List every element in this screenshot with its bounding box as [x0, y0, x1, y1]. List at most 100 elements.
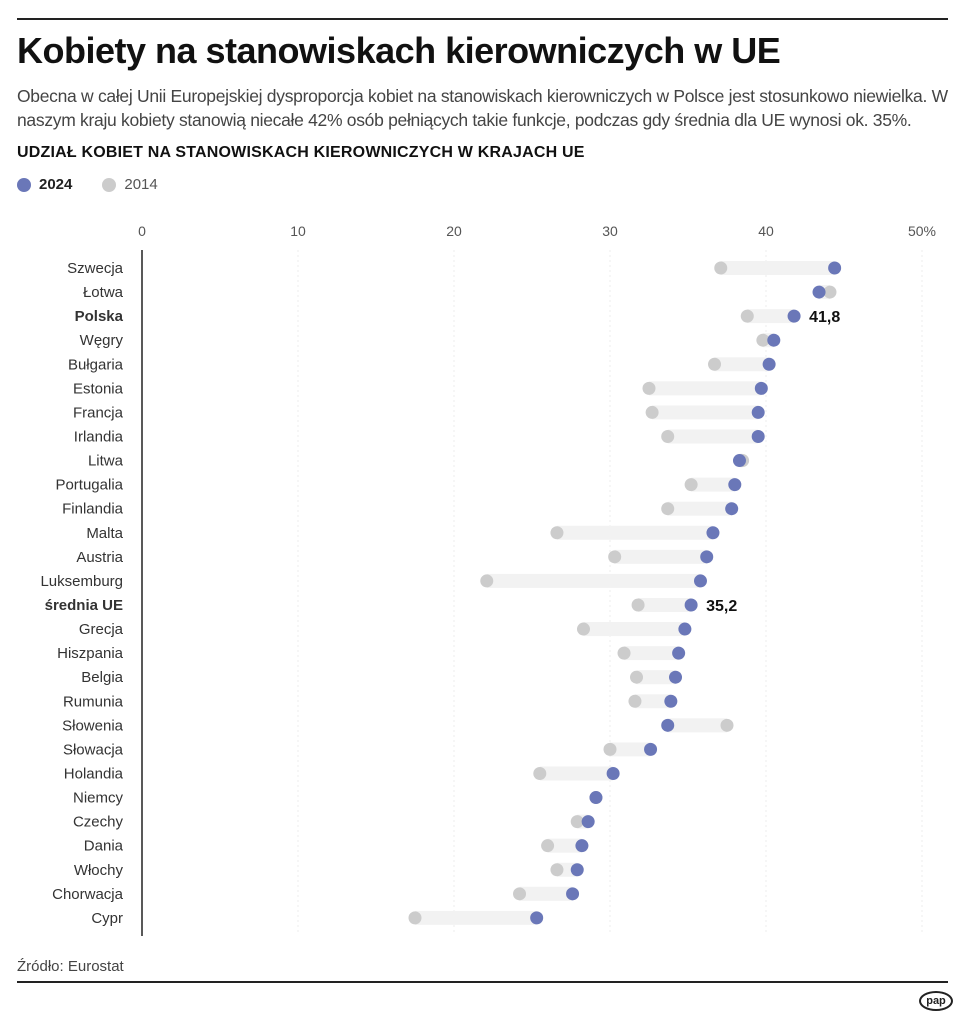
legend: 2024 2014 [17, 176, 158, 193]
range-bar [556, 525, 713, 540]
x-tick-label: 10 [290, 223, 306, 239]
range-bar [614, 549, 707, 564]
point-2024 [669, 670, 683, 684]
point-2014 [408, 911, 422, 925]
range-bar [691, 477, 735, 492]
point-2024 [606, 766, 620, 780]
category-label: Estonia [73, 380, 124, 397]
category-label: Łotwa [83, 284, 124, 301]
point-2024 [575, 839, 589, 853]
category-label: Włochy [74, 862, 124, 879]
point-2024 [581, 815, 595, 829]
point-2014 [480, 574, 494, 588]
point-2024 [728, 478, 742, 492]
point-2014 [533, 766, 547, 780]
category-label: Portugalia [55, 477, 123, 494]
point-2024 [678, 622, 692, 636]
point-2024 [812, 285, 826, 299]
x-tick-label: 20 [446, 223, 462, 239]
range-bar [638, 597, 692, 612]
dumbbell-chart: 0 10 20 30 40 50% Szwecja Łotwa Polska 41,8 Węgry B… [40, 223, 936, 936]
range-bar [415, 910, 537, 925]
point-2014 [513, 887, 527, 901]
point-2024 [570, 863, 584, 877]
category-label: Austria [76, 549, 123, 566]
point-2014 [714, 261, 728, 275]
range-bar [667, 718, 727, 733]
category-label: Słowenia [62, 717, 124, 734]
data-label: 41,8 [809, 309, 840, 326]
range-bar [667, 501, 732, 516]
page-title: Kobiety na stanowiskach kierowniczych w … [17, 30, 781, 71]
category-label: średnia UE [45, 597, 123, 614]
point-2014 [823, 285, 837, 299]
point-2014 [684, 478, 698, 492]
range-bar [539, 766, 614, 781]
point-2014 [550, 526, 564, 540]
point-2014 [740, 309, 754, 323]
point-2024 [566, 887, 580, 901]
point-2014 [628, 694, 642, 708]
legend-2014-marker [102, 177, 117, 192]
x-tick-label: 40 [758, 223, 774, 239]
point-2024 [672, 646, 686, 660]
range-bar [714, 357, 770, 372]
range-bar [747, 309, 795, 324]
range-bar [636, 670, 676, 685]
point-2024 [693, 574, 707, 588]
range-bar [634, 694, 671, 709]
data-label: 35,2 [706, 598, 737, 615]
point-2024 [754, 381, 768, 395]
point-2024 [762, 357, 776, 371]
range-bar [583, 622, 685, 637]
range-bar [720, 261, 835, 275]
category-label: Szwecja [67, 260, 124, 277]
category-label: Cypr [91, 910, 123, 927]
point-2014 [756, 333, 770, 347]
point-2014 [720, 718, 734, 732]
category-label: Polska [75, 308, 124, 325]
range-bar [652, 405, 759, 420]
point-2024 [787, 309, 801, 323]
point-2014 [570, 815, 584, 829]
point-2024 [684, 598, 698, 612]
category-label: Słowacja [63, 741, 124, 758]
point-2024 [751, 405, 765, 419]
point-2024 [589, 791, 603, 805]
point-2024 [706, 526, 720, 540]
top-rule [17, 18, 948, 20]
range-bar [519, 886, 573, 901]
category-label: Niemcy [73, 790, 124, 807]
point-2014 [541, 839, 555, 853]
range-bar [547, 838, 582, 853]
point-2024 [732, 454, 746, 468]
category-label: Holandia [64, 765, 124, 782]
point-2014 [708, 357, 722, 371]
x-tick-label: 50% [908, 223, 936, 239]
point-2024 [661, 718, 675, 732]
point-2014 [630, 670, 644, 684]
x-tick-label: 30 [602, 223, 618, 239]
point-2024 [828, 261, 842, 275]
range-bar [624, 646, 679, 661]
category-label: Luksemburg [40, 573, 123, 590]
category-label: Hiszpania [57, 645, 124, 662]
point-2014 [645, 405, 659, 419]
category-label: Malta [86, 525, 123, 542]
point-2024 [530, 911, 544, 925]
category-label: Grecja [79, 621, 124, 638]
x-tick-label: 0 [138, 223, 146, 239]
category-label: Chorwacja [52, 886, 124, 903]
category-label: Irlandia [74, 428, 124, 445]
point-2014 [661, 429, 675, 443]
range-bar [610, 742, 651, 757]
point-2024 [700, 550, 714, 564]
point-2024 [644, 742, 658, 756]
point-2014 [576, 622, 590, 636]
point-2024 [664, 694, 678, 708]
category-label: Belgia [81, 669, 123, 686]
category-label: Francja [73, 404, 124, 421]
point-2014 [661, 502, 675, 516]
range-bar [486, 573, 701, 588]
category-label: Finlandia [62, 501, 124, 518]
